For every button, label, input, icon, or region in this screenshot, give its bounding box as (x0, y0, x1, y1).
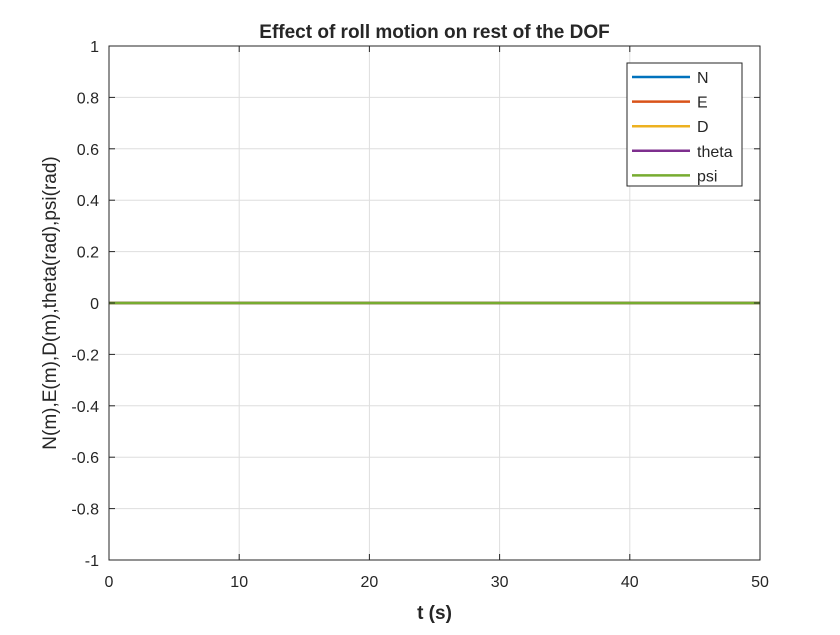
y-tick-label: -0.4 (71, 399, 99, 416)
legend-label-psi: psi (697, 168, 717, 185)
y-axis-label: N(m),E(m),D(m),theta(rad),psi(rad) (40, 156, 61, 449)
y-tick-label: 0.4 (77, 193, 99, 210)
y-tick-label: 0.2 (77, 245, 99, 262)
y-tick-label: 1 (90, 39, 99, 56)
y-tick-label: -0.6 (71, 450, 99, 467)
ticks: 0 10 20 30 40 50 -1 -0.8 -0.6 -0.4 -0.2 0 0.2 0.4 0.6 0… (71, 39, 769, 591)
legend-box (626, 62, 743, 187)
y-tick-label: 0 (90, 296, 99, 313)
grid (108, 45, 761, 561)
y-tick-label: -0.8 (71, 502, 99, 519)
y-tick-label: 0.6 (77, 142, 99, 159)
legend-label-theta: theta (697, 144, 733, 161)
x-tick-label: 40 (621, 574, 639, 591)
legend-label-E: E (697, 95, 708, 112)
y-tick-label: 0.8 (77, 90, 99, 107)
x-axis-label: t (s) (417, 603, 452, 624)
chart-title: Effect of roll motion on rest of the DOF (259, 22, 609, 43)
x-tick-label: 30 (491, 574, 509, 591)
x-tick-label: 0 (105, 574, 114, 591)
x-tick-label: 50 (751, 574, 769, 591)
legend-label-N: N (697, 70, 709, 87)
y-tick-label: -1 (85, 553, 99, 570)
y-tick-label: -0.2 (71, 347, 99, 364)
x-tick-label: 20 (361, 574, 379, 591)
legend-label-D: D (697, 119, 709, 136)
x-tick-label: 10 (230, 574, 248, 591)
